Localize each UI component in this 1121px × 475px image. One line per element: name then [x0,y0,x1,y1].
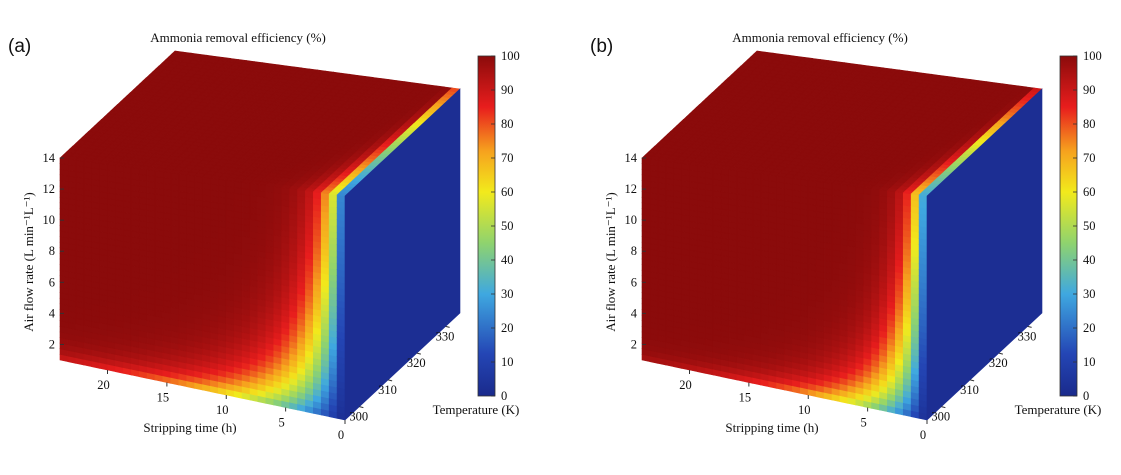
z-axis-label: Temperature (K) [1015,402,1102,417]
x-tick-label: 5 [861,416,867,430]
right-face [344,88,461,421]
x-tick-label: 5 [279,416,285,430]
z-tick-label: 300 [349,410,368,424]
z-axis-label: Temperature (K) [433,402,520,417]
x-tick-label: 20 [679,378,692,392]
y-tick-label: 2 [631,337,637,351]
x-tick-label: 10 [798,403,811,417]
panel-label: (b) [590,36,613,57]
colorbar-tick-label: 20 [501,321,514,335]
x-tick-label: 20 [97,378,110,392]
colorbar-tick-label: 40 [1083,253,1096,267]
panel-label: (a) [8,36,31,57]
colorbar-tick-label: 50 [1083,219,1096,233]
y-tick-label: 4 [49,306,56,320]
y-tick-label: 10 [43,213,56,227]
z-tick-label: 320 [989,356,1008,370]
x-tick-label: 10 [216,403,229,417]
colorbar-tick-label: 90 [501,83,514,97]
colorbar-tick-label: 0 [501,389,507,403]
colorbar-tick-label: 30 [1083,287,1096,301]
colorbar-tick-label: 60 [1083,185,1096,199]
colorbar-tick-label: 80 [501,117,514,131]
colorbar-tick-label: 70 [501,151,514,165]
x-tick-label: 15 [739,391,752,405]
colorbar-tick-label: 10 [501,355,514,369]
colorbar-tick-label: 60 [501,185,514,199]
colorbar-tick-label: 50 [501,219,514,233]
y-axis-label: Air flow rate (L min⁻¹L⁻¹) [603,192,618,331]
colorbar-tick-label: 30 [501,287,514,301]
surface [641,50,1043,421]
z-tick-label: 300 [931,410,950,424]
z-tick-label: 320 [407,356,426,370]
x-tick-label: 0 [920,428,926,442]
y-tick-label: 12 [43,182,56,196]
y-tick-label: 6 [49,275,55,289]
y-tick-label: 4 [631,306,638,320]
colorbar-tick-label: 80 [1083,117,1096,131]
z-tick-label: 310 [960,383,979,397]
y-tick-label: 2 [49,337,55,351]
colorbar-tick-label: 20 [1083,321,1096,335]
surface [59,50,461,421]
colorbar-tick-label: 100 [501,49,520,63]
colorbar-tick-label: 90 [1083,83,1096,97]
colorbar-tick-label: 70 [1083,151,1096,165]
colorbar-tick-label: 100 [1083,49,1102,63]
y-tick-label: 12 [625,182,638,196]
x-tick-label: 15 [157,391,170,405]
z-tick-label: 330 [436,329,455,343]
y-tick-label: 14 [625,151,638,165]
colorbar-tick-label: 0 [1083,389,1089,403]
colorbar-tick-label: 10 [1083,355,1096,369]
x-axis-label: Stripping time (h) [143,420,236,435]
chart-title: Ammonia removal efficiency (%) [732,30,908,45]
y-axis-label: Air flow rate (L min⁻¹L⁻¹) [21,192,36,331]
y-tick-label: 6 [631,275,637,289]
right-face [926,88,1043,421]
y-tick-label: 8 [49,244,55,258]
colorbar-tick-label: 40 [501,253,514,267]
z-tick-label: 310 [378,383,397,397]
y-tick-label: 8 [631,244,637,258]
chart-title: Ammonia removal efficiency (%) [150,30,326,45]
z-tick-label: 330 [1018,329,1037,343]
x-tick-label: 0 [338,428,344,442]
x-axis-label: Stripping time (h) [725,420,818,435]
y-tick-label: 14 [43,151,56,165]
y-tick-label: 10 [625,213,638,227]
